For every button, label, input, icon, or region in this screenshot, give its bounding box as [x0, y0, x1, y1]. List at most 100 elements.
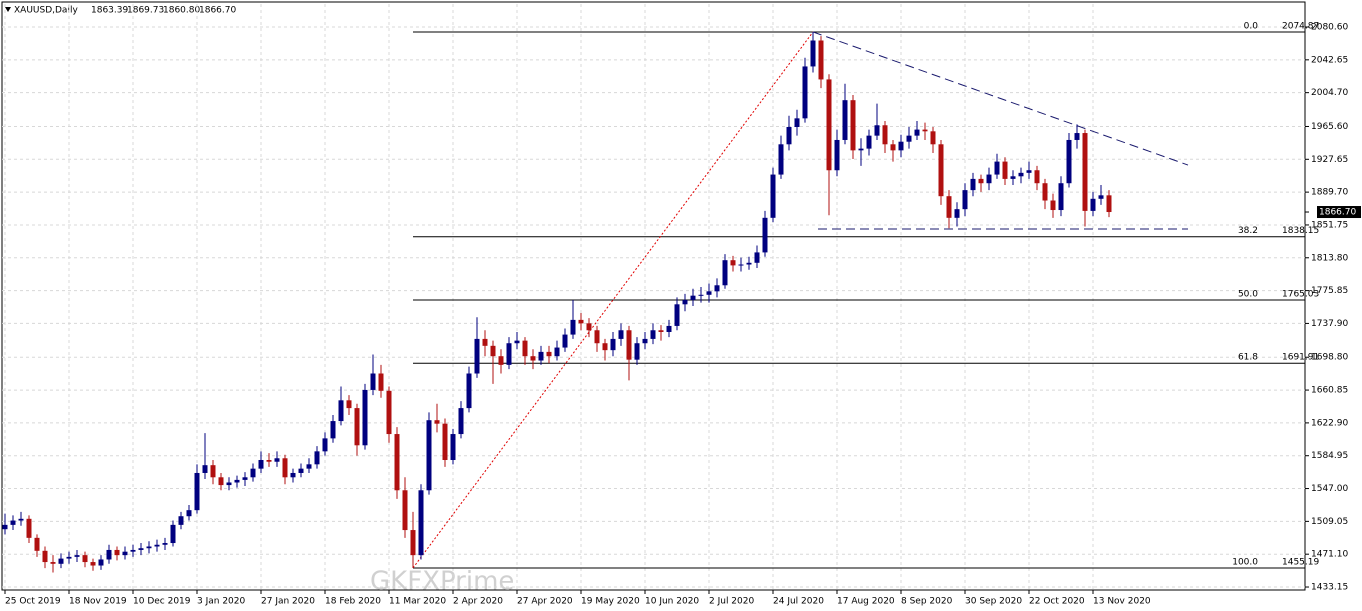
candle-body: [530, 356, 536, 361]
candle-body: [626, 330, 632, 360]
y-tick-label: 1775.85: [1311, 286, 1348, 296]
candle-body: [538, 351, 544, 361]
candle-body: [202, 465, 208, 473]
x-tick-label: 19 May 2020: [581, 597, 640, 607]
candle-body: [714, 285, 720, 292]
candle-body: [1042, 183, 1048, 201]
candle-body: [1098, 195, 1104, 199]
header-low: 1860.80: [163, 6, 200, 16]
candle-body: [10, 520, 16, 525]
x-tick-label: 11 Mar 2020: [389, 597, 446, 607]
y-tick-label: 2042.65: [1311, 55, 1348, 65]
candle-body: [882, 125, 888, 145]
candle-body: [1082, 133, 1088, 211]
x-tick-label: 18 Feb 2020: [325, 597, 381, 607]
candle-body: [466, 373, 472, 409]
y-tick-label: 1547.00: [1311, 484, 1348, 494]
fib-level-label: 50.0: [1238, 289, 1258, 299]
x-tick-label: 27 Apr 2020: [517, 597, 573, 607]
candle-body: [410, 530, 416, 556]
candle-body: [162, 543, 168, 545]
candle-body: [138, 548, 144, 550]
candle-body: [762, 217, 768, 253]
candle-body: [586, 323, 592, 331]
candle-body: [850, 100, 856, 151]
candle-body: [226, 482, 232, 486]
candle-body: [90, 562, 96, 566]
candle-body: [74, 555, 80, 557]
y-tick-label: 1622.90: [1311, 418, 1348, 428]
candle-body: [402, 490, 408, 531]
candle-body: [1066, 139, 1072, 184]
candle-body: [434, 420, 440, 424]
candle-body: [394, 434, 400, 491]
candle-body: [178, 516, 184, 525]
candle-body: [322, 438, 328, 452]
candle-body: [914, 129, 920, 136]
plot-border: [1, 1, 1306, 591]
candle-body: [42, 550, 48, 563]
candle-body: [274, 458, 280, 462]
candle-body: [1074, 133, 1080, 140]
candle-body: [946, 196, 952, 218]
candle-body: [26, 518, 32, 538]
x-tick-label: 2 Apr 2020: [453, 597, 503, 607]
candle-body: [98, 559, 104, 566]
y-tick-label: 1927.65: [1311, 155, 1348, 165]
candle-body: [1026, 170, 1032, 173]
candle-body: [282, 458, 288, 478]
candle-body: [482, 338, 488, 346]
candle-body: [906, 135, 912, 142]
candle-body: [994, 161, 1000, 175]
y-tick-label: 2004.70: [1311, 88, 1348, 98]
trendline: [812, 31, 1189, 166]
x-tick-label: 10 Dec 2019: [133, 597, 191, 607]
y-tick-label: 1851.75: [1311, 220, 1348, 230]
x-tick-label: 27 Jan 2020: [261, 597, 315, 607]
candle-body: [834, 139, 840, 171]
candle-body: [194, 472, 200, 511]
candle-body: [442, 423, 448, 460]
candle-body: [426, 420, 432, 491]
candle-body: [34, 537, 40, 551]
candle-body: [650, 330, 656, 339]
candle-body: [186, 510, 192, 517]
header-open: 1863.39: [91, 6, 128, 16]
fib-price-label: 1838.15: [1282, 226, 1319, 236]
candle-body: [810, 40, 816, 67]
candle-body: [546, 351, 552, 357]
candle-body: [1050, 200, 1056, 211]
y-tick-label: 1965.60: [1311, 122, 1348, 132]
candle-body: [730, 260, 736, 266]
candle-body: [970, 178, 976, 191]
candle-body: [370, 373, 376, 390]
y-tick-label: 1737.90: [1311, 319, 1348, 329]
candle-body: [658, 330, 664, 332]
candle-body: [698, 294, 704, 296]
candle-body: [1010, 176, 1016, 179]
x-tick-label: 3 Jan 2020: [197, 597, 245, 607]
candle-body: [450, 434, 456, 460]
candle-body: [50, 562, 56, 564]
y-tick-label: 1698.80: [1311, 353, 1348, 363]
candle-body: [754, 252, 760, 263]
x-tick-label: 24 Jul 2020: [773, 597, 824, 607]
candle-body: [778, 144, 784, 175]
candle-body: [418, 490, 424, 556]
candle-body: [554, 347, 560, 357]
last-price-box: [1317, 206, 1361, 219]
candle-body: [66, 556, 72, 559]
candle-body: [2, 524, 8, 530]
candle-body: [298, 468, 304, 473]
candle-body: [978, 178, 984, 184]
fib-level-label: 100.0: [1232, 557, 1258, 567]
candle-body: [266, 459, 272, 462]
candle-body: [594, 330, 600, 344]
candle-body: [682, 299, 688, 305]
candle-body: [1034, 170, 1040, 184]
candle-body: [458, 408, 464, 435]
x-tick-label: 18 Nov 2019: [69, 597, 127, 607]
candle-body: [82, 555, 88, 563]
